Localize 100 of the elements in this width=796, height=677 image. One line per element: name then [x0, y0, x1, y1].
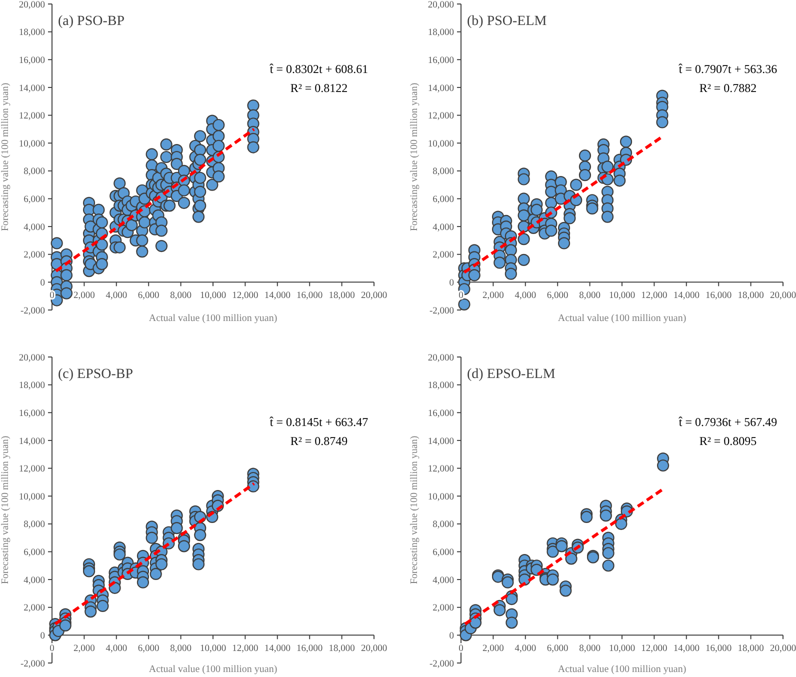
y-tick-label: 10,000: [18, 139, 46, 150]
x-tick-label: 8,000: [579, 644, 601, 654]
x-tick-label: 18,000: [328, 291, 356, 302]
x-axis-title: Actual value (100 million yuan): [148, 664, 278, 676]
y-tick-label: 6,000: [24, 548, 46, 558]
x-tick-label: 12,000: [232, 291, 259, 302]
y-tick-label: 14,000: [18, 84, 46, 94]
y-tick-label: 20,000: [428, 0, 454, 10]
x-tick-label: 16,000: [706, 291, 732, 302]
x-tick-label: 20,000: [770, 644, 796, 654]
y-tick-label: -2,000: [20, 659, 46, 670]
y-axis-title: Forecasting value (100 million yuan): [409, 436, 420, 584]
y-tick-label: 16,000: [428, 56, 454, 66]
y-tick-label: 0: [40, 278, 46, 289]
annotation: t̂ = 0.8302t + 608.61: [270, 62, 368, 76]
x-tick-label: 18,000: [328, 644, 356, 654]
annotation: t̂ = 0.8145t + 663.47: [270, 415, 368, 429]
x-tick-label: 18,000: [738, 644, 764, 654]
y-tick-label: 2,000: [24, 250, 46, 261]
x-tick-label: 10,000: [200, 291, 226, 302]
x-tick-label: 8,000: [170, 644, 192, 654]
x-tick-label: 10,000: [608, 644, 636, 654]
y-tick-label: 14,000: [18, 436, 46, 447]
y-tick-label: 10,000: [428, 492, 454, 502]
y-tick-label: 0: [40, 632, 46, 642]
annotation: R² = 0.8749: [290, 434, 348, 448]
y-tick-label: 8,000: [432, 520, 454, 530]
y-tick-label: 4,000: [24, 222, 46, 233]
x-tick-label: 14,000: [673, 291, 700, 302]
y-tick-label: 6,000: [432, 548, 454, 558]
x-tick-label: 4,000: [106, 291, 128, 302]
text: (d) EPSO-ELM: [467, 367, 556, 382]
y-tick-label: -2,000: [429, 659, 454, 670]
x-tick-label: 20,000: [360, 644, 388, 654]
y-tick-label: 14,000: [428, 84, 454, 94]
y-tick-label: 0: [449, 278, 454, 289]
y-tick-label: 8,000: [24, 167, 46, 178]
y-axis-title: Forecasting value (100 million yuan): [0, 82, 11, 232]
y-tick-label: 4,000: [432, 576, 454, 586]
x-tick-label: 6,000: [546, 644, 569, 654]
x-tick-label: 18,000: [738, 291, 764, 302]
annotation: R² = 0.7882: [699, 81, 757, 95]
x-tick-label: 16,000: [296, 644, 323, 654]
y-tick-label: 12,000: [428, 112, 454, 122]
x-tick-label: 16,000: [706, 644, 732, 654]
y-axis-title: Forecasting value (100 million yuan): [409, 82, 420, 232]
x-axis-title: Actual value (100 million yuan): [558, 664, 686, 676]
annotation: R² = 0.8122: [290, 81, 348, 95]
y-tick-label: 16,000: [18, 408, 46, 419]
y-tick-label: 20,000: [18, 353, 46, 364]
y-tick-label: 18,000: [428, 28, 454, 38]
y-tick-label: 18,000: [18, 381, 46, 392]
x-tick-label: 14,000: [264, 644, 291, 654]
y-tick-label: 12,000: [18, 112, 46, 122]
x-tick-label: 20,000: [770, 291, 796, 302]
y-tick-label: 8,000: [432, 167, 454, 178]
x-tick-label: 10,000: [608, 291, 636, 302]
y-tick-label: 2,000: [432, 250, 454, 261]
x-axis-title: Actual value (100 million yuan): [558, 313, 686, 324]
x-tick-label: 14,000: [673, 644, 700, 654]
x-tick-label: 10,000: [200, 644, 226, 654]
y-tick-label: 12,000: [428, 464, 454, 475]
y-tick-label: 2,000: [24, 604, 46, 614]
y-tick-label: 8,000: [24, 520, 46, 530]
y-tick-label: 20,000: [428, 353, 454, 364]
y-tick-label: 10,000: [428, 139, 454, 150]
x-tick-label: 0: [50, 291, 55, 302]
x-tick-label: 8,000: [170, 291, 192, 302]
text: (a) PSO-BP: [58, 14, 125, 29]
y-tick-label: 14,000: [428, 436, 454, 447]
y-tick-label: 6,000: [24, 195, 46, 206]
y-tick-label: 18,000: [18, 28, 46, 38]
x-tick-label: 2,000: [74, 291, 96, 302]
x-tick-label: 12,000: [232, 644, 259, 654]
annotation: t̂ = 0.7936t + 567.49: [678, 415, 778, 429]
y-tick-label: -2,000: [429, 306, 454, 316]
y-tick-label: 4,000: [24, 576, 46, 586]
y-tick-label: 20,000: [18, 0, 46, 10]
x-axis-title: Actual value (100 million yuan): [148, 313, 278, 324]
y-tick-label: 4,000: [432, 222, 454, 233]
y-tick-label: 16,000: [18, 56, 46, 66]
x-tick-label: 4,000: [514, 291, 536, 302]
x-tick-label: 12,000: [641, 291, 668, 302]
y-tick-label: 12,000: [18, 464, 46, 475]
y-tick-label: -2,000: [20, 306, 46, 316]
x-tick-label: 20,000: [360, 291, 388, 302]
x-tick-label: 2,000: [482, 644, 504, 654]
x-tick-label: 8,000: [579, 291, 601, 302]
x-tick-label: 16,000: [296, 291, 323, 302]
text: (c) EPSO-BP: [58, 367, 134, 382]
y-tick-label: 16,000: [428, 408, 454, 419]
x-tick-label: 6,000: [546, 291, 569, 302]
x-tick-label: 2,000: [74, 644, 96, 654]
y-tick-label: 2,000: [432, 604, 454, 614]
x-tick-label: 12,000: [641, 644, 668, 654]
annotation: t̂ = 0.7907t + 563.36: [678, 62, 778, 76]
text: (b) PSO-ELM: [467, 14, 548, 29]
y-tick-label: 0: [449, 632, 454, 642]
annotation: R² = 0.8095: [699, 434, 757, 448]
x-tick-label: 6,000: [138, 644, 160, 654]
